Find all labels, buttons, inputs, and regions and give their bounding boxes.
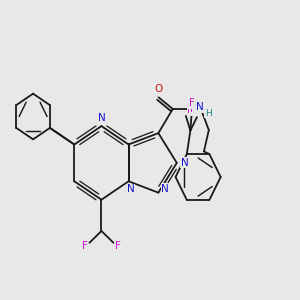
Text: N: N (98, 113, 105, 123)
Text: F: F (115, 242, 121, 251)
Text: N: N (161, 184, 169, 194)
Text: F: F (82, 242, 88, 251)
Text: F: F (190, 104, 196, 114)
Text: O: O (154, 84, 163, 94)
Text: F: F (189, 98, 194, 108)
Text: N: N (127, 184, 135, 194)
Text: N: N (181, 158, 188, 168)
Text: F: F (187, 106, 193, 116)
Text: H: H (205, 109, 211, 118)
Text: N: N (196, 102, 204, 112)
